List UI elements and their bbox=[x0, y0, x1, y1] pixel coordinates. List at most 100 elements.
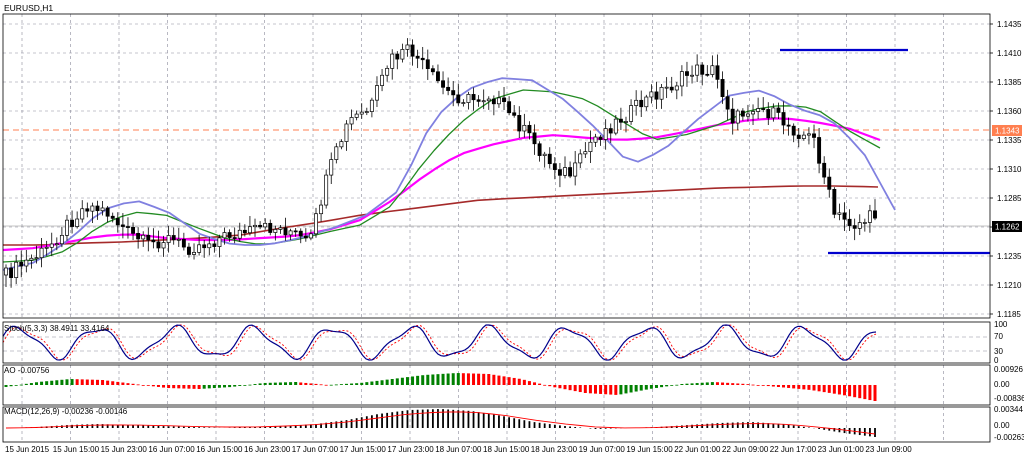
price-panel[interactable]: EURUSD,H1 bbox=[2, 3, 990, 288]
candle-body bbox=[54, 243, 59, 246]
time-tick-label: 19 Jun 15:00 bbox=[626, 445, 673, 454]
time-tick-label: 19 Jun 07:00 bbox=[579, 445, 626, 454]
candle-body bbox=[563, 167, 567, 176]
ao-bar bbox=[690, 383, 694, 385]
ao-bar bbox=[182, 385, 186, 389]
candle-body bbox=[44, 246, 49, 249]
ao-bar bbox=[614, 385, 618, 395]
candle-body bbox=[593, 136, 598, 143]
ao-bar bbox=[802, 385, 806, 390]
candle-body bbox=[568, 167, 573, 177]
macd-signal-line bbox=[5, 411, 876, 435]
candle-body bbox=[105, 207, 110, 217]
ao-bar bbox=[548, 385, 552, 387]
candle-body bbox=[776, 107, 781, 113]
candle-body bbox=[410, 44, 415, 57]
candle-body bbox=[746, 113, 750, 117]
ao-bar bbox=[126, 383, 130, 385]
ao-axis: 0.00926 0.00 -0.00836 bbox=[994, 365, 1024, 403]
price-tick-label: 1.1285 bbox=[997, 194, 1022, 203]
candle-body bbox=[761, 108, 766, 110]
candle-body bbox=[720, 79, 725, 97]
candle-body bbox=[781, 112, 786, 126]
ao-bar bbox=[380, 380, 384, 385]
macd-tick-bottom: -0.00263 bbox=[994, 433, 1024, 442]
ao-bar bbox=[660, 385, 664, 388]
ao-bar bbox=[741, 383, 745, 385]
symbol-title: EURUSD,H1 bbox=[4, 3, 53, 13]
candle-body bbox=[573, 162, 578, 177]
price-line-tag bbox=[992, 125, 1022, 136]
ao-bar bbox=[212, 385, 216, 389]
candle-body bbox=[822, 162, 827, 178]
ao-bar bbox=[812, 385, 816, 391]
ao-bar bbox=[65, 379, 69, 385]
ao-bar bbox=[85, 379, 89, 385]
price-tick-label: 1.1360 bbox=[997, 107, 1022, 116]
price-tick-label: 1.1335 bbox=[997, 136, 1022, 145]
candle-body bbox=[85, 208, 90, 212]
candle-body bbox=[481, 100, 486, 103]
ao-bar bbox=[721, 382, 725, 385]
stoch-panel[interactable]: Stoch(5,3,3) 38.4911 33.4164 bbox=[2, 324, 877, 361]
horizontal-levels[interactable] bbox=[780, 48, 990, 255]
candle-body bbox=[791, 125, 796, 136]
candle-body bbox=[537, 143, 542, 156]
candlesticks[interactable] bbox=[4, 38, 877, 288]
candle-body bbox=[583, 151, 588, 155]
candle-body bbox=[9, 267, 14, 278]
ao-bar bbox=[832, 385, 836, 394]
candle-body bbox=[151, 239, 156, 243]
time-tick-label: 16 Jun 23:00 bbox=[244, 445, 291, 454]
candle-body bbox=[862, 222, 867, 224]
candle-body bbox=[873, 210, 877, 219]
candle-body bbox=[349, 117, 354, 125]
candle-body bbox=[557, 169, 562, 176]
ao-bar bbox=[289, 382, 293, 385]
ao-bar bbox=[502, 376, 506, 385]
candle-body bbox=[740, 110, 745, 117]
candle-body bbox=[812, 133, 816, 138]
ao-bar bbox=[705, 382, 709, 385]
candle-body bbox=[527, 124, 532, 134]
ao-bar bbox=[624, 385, 628, 394]
candle-body bbox=[446, 86, 451, 91]
ao-panel[interactable]: AO -0.00756 bbox=[4, 366, 877, 401]
candle-body bbox=[217, 237, 222, 247]
candle-body bbox=[425, 59, 430, 70]
ao-bar bbox=[563, 385, 567, 390]
candle-body bbox=[451, 90, 456, 96]
candle-body bbox=[237, 229, 242, 239]
stoch-main-line bbox=[2, 324, 877, 361]
candle-body bbox=[786, 124, 791, 127]
ao-bar bbox=[167, 385, 171, 389]
candle-body bbox=[466, 94, 471, 103]
candle-body bbox=[705, 73, 710, 76]
candle-body bbox=[385, 67, 390, 76]
candle-body bbox=[324, 174, 329, 206]
candle-body bbox=[314, 213, 318, 235]
ao-bar bbox=[284, 382, 288, 385]
ao-bar bbox=[258, 383, 262, 385]
candle-body bbox=[436, 71, 440, 82]
candle-body bbox=[390, 53, 395, 69]
ao-bar bbox=[431, 374, 435, 385]
macd-panel[interactable]: MACD(12,26,9) -0.00236 -0.00146 bbox=[4, 407, 876, 437]
ao-bar bbox=[700, 382, 704, 385]
ao-bar bbox=[131, 383, 135, 385]
price-axis[interactable]: 1.1435 1.1410 1.1385 1.1360 1.1335 1.1310 1.12… bbox=[990, 20, 1022, 319]
candle-body bbox=[476, 99, 481, 102]
candle-body bbox=[603, 128, 608, 140]
stoch-lines bbox=[2, 324, 877, 361]
ao-bar bbox=[649, 385, 653, 389]
candle-body bbox=[751, 111, 755, 115]
ao-bar bbox=[715, 382, 719, 385]
ao-bar bbox=[80, 379, 84, 385]
candle-body bbox=[344, 123, 349, 142]
candle-body bbox=[857, 222, 862, 229]
candle-body bbox=[4, 267, 8, 276]
ao-bar bbox=[400, 377, 404, 385]
candle-body bbox=[441, 80, 445, 88]
candle-body bbox=[207, 243, 212, 249]
